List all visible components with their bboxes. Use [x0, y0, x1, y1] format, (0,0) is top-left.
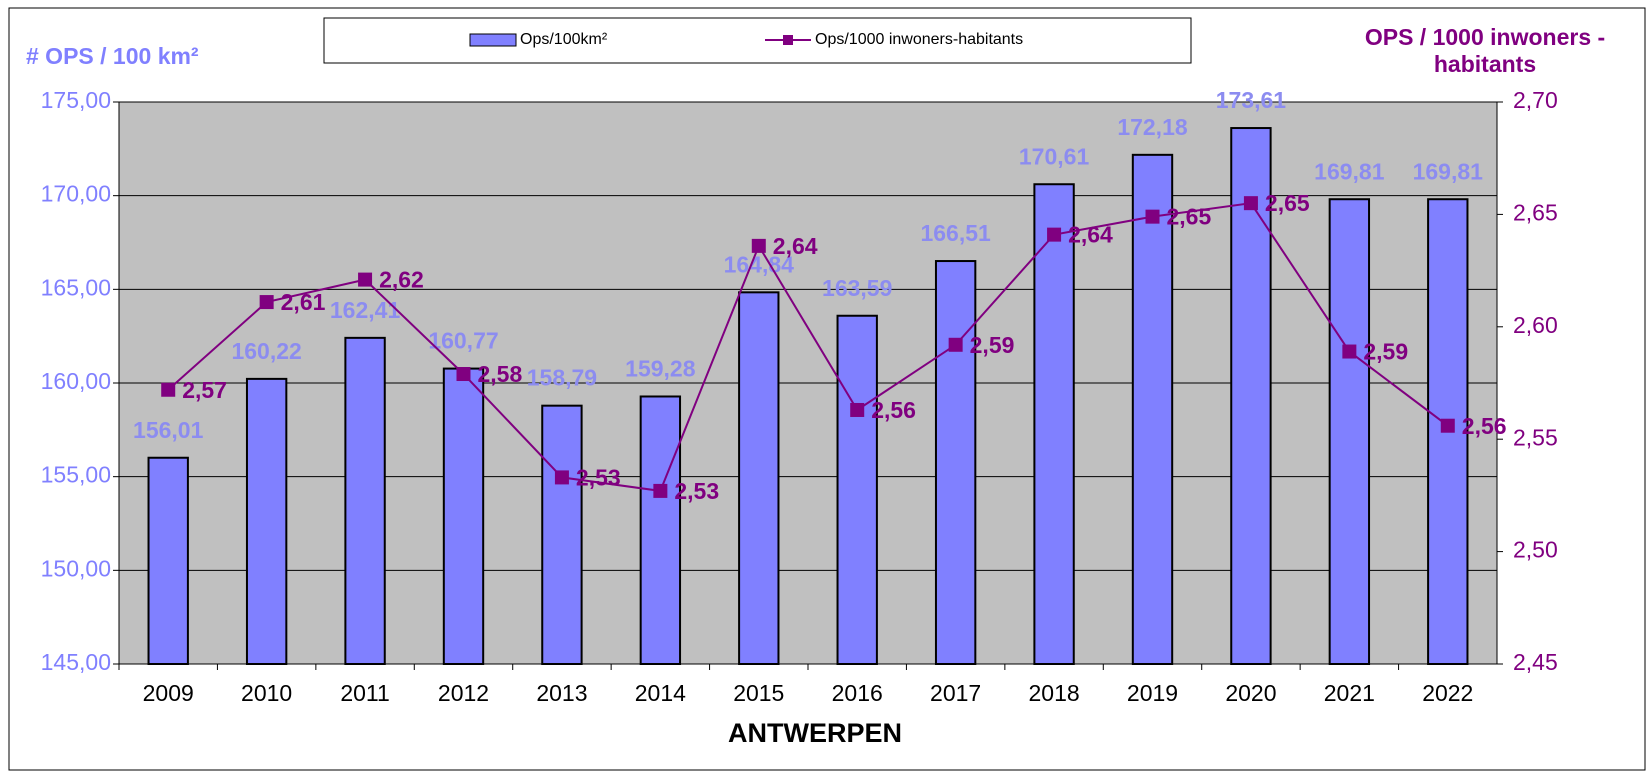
bar-value-label: 162,41	[330, 297, 401, 323]
marker	[358, 272, 373, 287]
legend-box	[323, 17, 1192, 64]
marker	[948, 337, 963, 352]
legend-swatch	[469, 33, 517, 47]
bar-value-label: 172,18	[1117, 114, 1188, 140]
x-tick-label: 2022	[1422, 680, 1473, 706]
bar-value-label: 166,51	[920, 220, 991, 246]
legend-label: Ops/100km²	[520, 31, 608, 48]
marker	[259, 295, 274, 310]
y-tick-label: 170,00	[41, 181, 111, 207]
y-axis-title: # OPS / 100 km²	[26, 43, 199, 69]
bar	[934, 260, 977, 665]
legend-marker	[783, 35, 793, 45]
x-axis-title: ANTWERPEN	[728, 718, 902, 748]
y-tick-label: 155,00	[41, 462, 111, 488]
line-value-label: 2,59	[1363, 339, 1408, 365]
marker	[161, 382, 176, 397]
x-tick-label: 2020	[1225, 680, 1276, 706]
x-tick-label: 2010	[241, 680, 292, 706]
marker	[456, 367, 471, 382]
bar-value-label: 160,22	[231, 338, 301, 364]
marker	[751, 238, 766, 253]
bar-value-label: 163,59	[822, 275, 892, 301]
line-value-label: 2,56	[871, 397, 916, 423]
x-tick-label: 2011	[340, 680, 389, 706]
y-tick-label: 150,00	[41, 555, 111, 581]
bar	[344, 336, 386, 665]
line-value-label: 2,53	[576, 464, 621, 490]
bar-value-label: 159,28	[625, 356, 696, 382]
y2-tick-label: 2,65	[1513, 199, 1558, 225]
line-value-label: 2,65	[1167, 204, 1212, 230]
line-value-label: 2,64	[773, 233, 818, 259]
line-value-label: 2,58	[478, 361, 523, 387]
y2-tick-label: 2,45	[1513, 649, 1558, 675]
bar-value-label: 164,84	[724, 251, 795, 277]
bar	[738, 291, 780, 665]
x-tick-label: 2017	[930, 680, 981, 706]
bar-value-label: 158,79	[527, 365, 597, 391]
line-value-label: 2,61	[281, 289, 326, 315]
y2-tick-label: 2,55	[1513, 424, 1558, 450]
y2-tick-label: 2,50	[1513, 537, 1558, 563]
marker	[554, 470, 569, 485]
line-value-label: 2,65	[1265, 190, 1310, 216]
bar-value-label: 173,61	[1216, 87, 1287, 113]
x-tick-label: 2021	[1324, 680, 1375, 706]
marker	[653, 483, 668, 498]
y-tick-label: 145,00	[41, 649, 111, 675]
marker	[1342, 344, 1357, 359]
x-tick-label: 2015	[733, 680, 784, 706]
bar	[442, 367, 485, 665]
x-tick-label: 2014	[635, 680, 686, 706]
bar-value-label: 170,61	[1019, 143, 1090, 169]
y2-tick-label: 2,70	[1513, 87, 1558, 113]
x-tick-label: 2009	[143, 680, 194, 706]
bar	[1328, 198, 1371, 665]
line-value-label: 2,57	[182, 377, 227, 403]
bar-value-label: 156,01	[133, 417, 204, 443]
marker	[850, 402, 865, 417]
marker	[1243, 196, 1258, 211]
bar	[541, 404, 583, 665]
bar	[245, 377, 288, 665]
legend-label: Ops/1000 inwoners-habitants	[815, 31, 1023, 48]
bar-value-label: 169,81	[1413, 158, 1484, 184]
marker	[1145, 209, 1160, 224]
x-tick-label: 2019	[1127, 680, 1178, 706]
bar	[639, 395, 682, 665]
x-tick-label: 2018	[1028, 680, 1079, 706]
line	[167, 202, 1449, 493]
y-tick-label: 175,00	[41, 87, 111, 113]
bar	[1033, 183, 1075, 666]
marker	[1047, 227, 1062, 242]
x-tick-label: 2016	[832, 680, 883, 706]
y2-axis-title: OPS / 1000 inwoners - habitants	[1364, 24, 1606, 77]
bar-value-label: 160,77	[428, 328, 498, 354]
x-tick-label: 2012	[438, 680, 489, 706]
y-tick-label: 160,00	[41, 368, 111, 394]
line-value-label: 2,62	[379, 267, 424, 293]
x-tick-label: 2013	[536, 680, 587, 706]
line-value-label: 2,64	[1068, 222, 1113, 248]
bar	[147, 456, 189, 665]
bar	[836, 314, 878, 665]
y2-tick-label: 2,60	[1513, 312, 1558, 338]
marker	[1440, 418, 1455, 433]
bar	[1230, 127, 1272, 666]
bar-value-label: 169,81	[1314, 158, 1385, 184]
bar	[1131, 153, 1174, 665]
y-tick-label: 165,00	[41, 274, 111, 300]
line-value-label: 2,59	[970, 332, 1015, 358]
line-value-label: 2,53	[674, 478, 719, 504]
line-value-label: 2,56	[1462, 413, 1507, 439]
